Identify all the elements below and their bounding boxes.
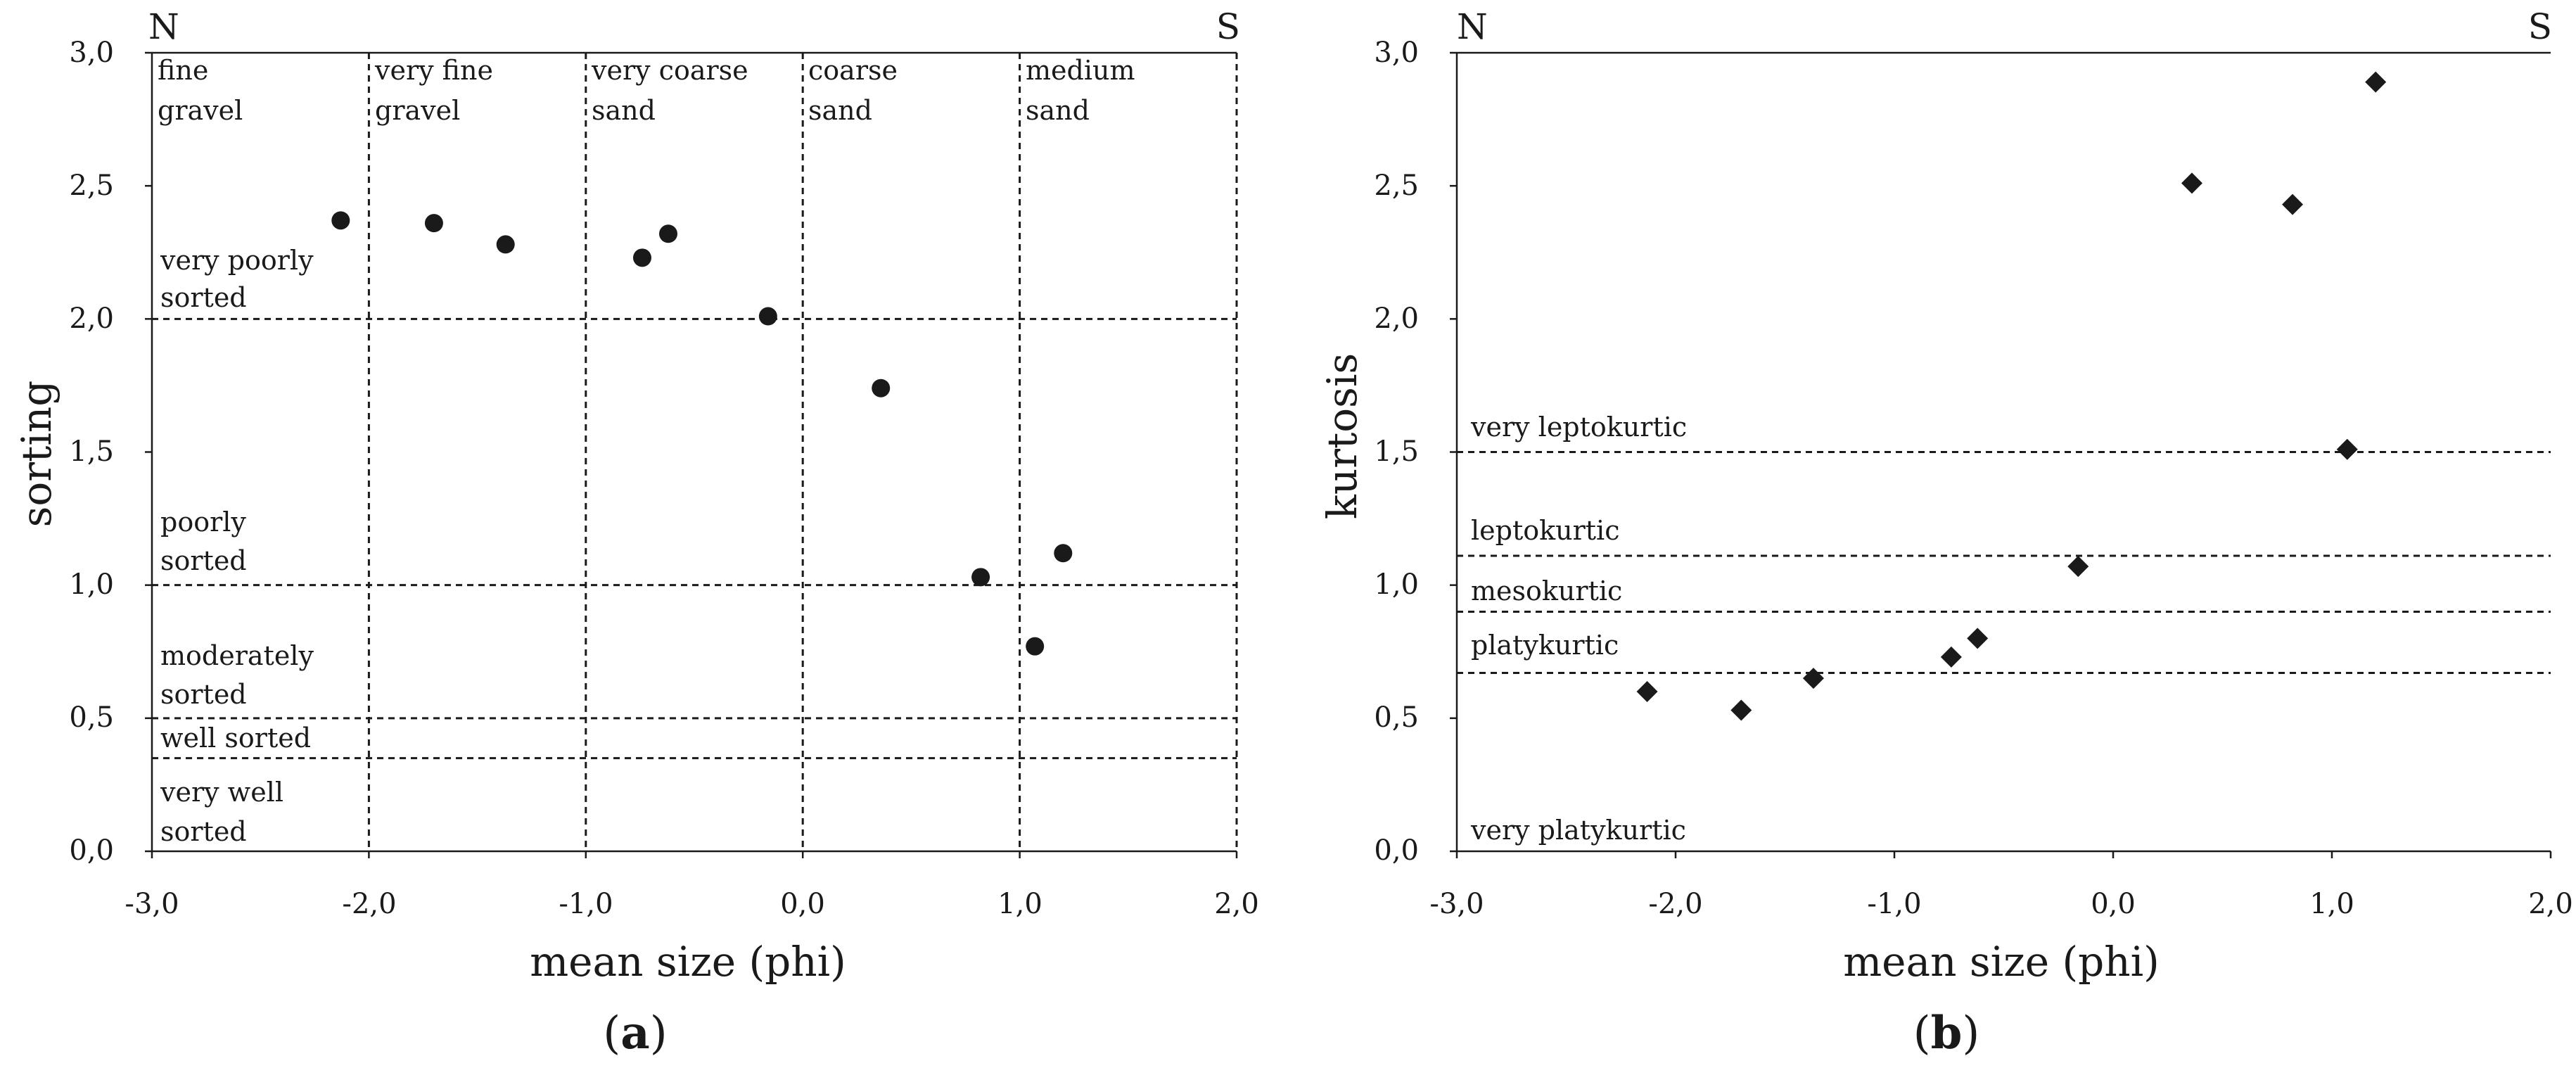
panel-a-class-boundary-lines: [145, 51, 1238, 858]
a-sorting-class-label: poorly: [160, 507, 246, 538]
panel-b-kurtosis-class-labels: very leptokurtic leptokurtic mesokurtic …: [1470, 412, 1687, 846]
a-data-point: [872, 379, 891, 397]
a-x-tick-label: 0,0: [780, 888, 825, 920]
b-x-tick-label: -3,0: [1429, 888, 1484, 920]
a-y-tick-label: 2,5: [69, 170, 114, 202]
panel-a-x-tick-labels: -3,0 -2,0 -1,0 0,0 1,0 2,0: [125, 888, 1258, 920]
a-size-class-label: gravel: [375, 95, 460, 126]
b-x-tick-label: -2,0: [1648, 888, 1702, 920]
a-y-tick-label: 0,0: [69, 834, 114, 867]
b-x-tick-label: 1,0: [2309, 888, 2354, 920]
a-sorting-class-label: moderately: [160, 640, 314, 671]
a-size-class-label: very coarse: [591, 55, 748, 86]
b-data-point: [1802, 668, 1824, 689]
panel-a-data-points: [331, 211, 1073, 656]
panel-a-sorting-chart: N S 3,0 2,5 2,0 1,5 1,0 0,5 0,0 -3,0 -2,…: [13, 6, 1259, 1060]
panel-b-letter: b: [1931, 1007, 1963, 1060]
a-x-tick-label: 1,0: [997, 888, 1042, 920]
a-size-class-label: sand: [592, 95, 656, 126]
a-size-class-label: coarse: [808, 55, 898, 86]
a-sorting-class-label: well sorted: [160, 723, 311, 753]
panel-a-size-class-labels: fine gravel very fine gravel very coarse…: [158, 55, 1135, 126]
panel-b-y-tick-labels: 3,0 2,5 2,0 1,5 1,0 0,5 0,0: [1374, 37, 1419, 867]
b-y-tick-label: 2,0: [1374, 303, 1419, 335]
b-x-tick-label: -1,0: [1867, 888, 1921, 920]
b-y-tick-label: 0,5: [1374, 701, 1419, 734]
panel-b-label: (b): [1913, 1007, 1980, 1060]
panel-b-north-label: N: [1457, 6, 1488, 47]
a-y-tick-label: 1,0: [69, 568, 114, 601]
b-y-tick-label: 0,0: [1374, 834, 1419, 867]
a-data-point: [1054, 544, 1073, 563]
a-data-point: [424, 214, 443, 233]
a-data-point: [971, 568, 990, 587]
b-kurtosis-class-label: mesokurtic: [1471, 575, 1622, 606]
b-data-point: [2181, 172, 2202, 194]
b-data-point: [2282, 193, 2304, 215]
a-y-tick-label: 0,5: [69, 701, 114, 734]
a-sorting-class-label: sorted: [160, 816, 247, 847]
a-y-tick-label: 1,5: [69, 435, 114, 468]
b-x-tick-label: 2,0: [2528, 888, 2573, 920]
a-sorting-class-label: sorted: [160, 282, 247, 313]
a-data-point: [496, 235, 515, 254]
b-kurtosis-class-label: leptokurtic: [1471, 515, 1620, 546]
panel-a-label: (a): [603, 1007, 667, 1060]
panel-a-y-axis-title: sorting: [13, 381, 60, 528]
panel-b-class-boundary-lines: [1450, 51, 2552, 858]
a-sorting-class-label: sorted: [160, 545, 247, 576]
b-data-point: [2365, 71, 2387, 93]
a-sorting-class-label: sorted: [160, 679, 247, 710]
panel-b-kurtosis-chart: N S 3,0 2,5 2,0 1,5 1,0 0,5 0,0 -3,0 -2,…: [1318, 6, 2573, 1060]
panel-b-data-points: [1636, 71, 2387, 721]
a-size-class-label: very fine: [374, 55, 493, 86]
a-data-point: [658, 224, 677, 243]
panel-b-south-label: S: [2528, 6, 2552, 47]
b-y-tick-label: 1,5: [1374, 435, 1419, 468]
a-size-class-label: sand: [1026, 95, 1090, 126]
b-x-tick-label: 0,0: [2091, 888, 2136, 920]
a-sorting-class-label: very poorly: [160, 245, 314, 276]
a-data-point: [758, 307, 777, 326]
a-size-class-label: fine: [158, 55, 208, 86]
panel-b-x-tick-labels: -3,0 -2,0 -1,0 0,0 1,0 2,0: [1429, 888, 2572, 920]
a-x-tick-label: -2,0: [342, 888, 396, 920]
b-y-tick-label: 3,0: [1374, 37, 1419, 69]
a-y-tick-label: 3,0: [69, 37, 114, 69]
a-size-class-label: sand: [808, 95, 872, 126]
b-data-point: [2067, 556, 2089, 578]
a-sorting-class-label: very well: [160, 777, 283, 808]
panel-a-north-label: N: [148, 6, 179, 47]
b-data-point: [1730, 699, 1752, 721]
b-data-point: [1967, 628, 1989, 649]
a-x-tick-label: -1,0: [559, 888, 613, 920]
b-y-tick-label: 1,0: [1374, 568, 1419, 601]
a-data-point: [331, 211, 350, 230]
panel-b-y-axis-title: kurtosis: [1318, 353, 1366, 520]
a-data-point: [632, 248, 651, 267]
b-kurtosis-class-label: very leptokurtic: [1470, 412, 1687, 443]
a-size-class-label: medium: [1026, 55, 1135, 86]
b-kurtosis-class-label: platykurtic: [1471, 630, 1619, 661]
a-data-point: [1026, 637, 1045, 656]
panel-a-x-axis-title: mean size (phi): [530, 938, 846, 986]
b-kurtosis-class-label: very platykurtic: [1470, 815, 1686, 846]
b-data-point: [1636, 681, 1658, 702]
panel-a-y-tick-labels: 3,0 2,5 2,0 1,5 1,0 0,5 0,0: [69, 37, 114, 867]
panel-b-x-axis-title: mean size (phi): [1843, 938, 2160, 986]
b-data-point: [2336, 438, 2358, 460]
a-x-tick-label: 2,0: [1214, 888, 1259, 920]
b-data-point: [1940, 646, 1962, 668]
panel-a-letter: a: [620, 1007, 649, 1060]
b-y-tick-label: 2,5: [1374, 170, 1419, 202]
panel-a-sorting-class-labels: very poorly sorted poorly sorted moderat…: [160, 245, 314, 847]
a-y-tick-label: 2,0: [69, 303, 114, 335]
a-size-class-label: gravel: [158, 95, 243, 126]
a-x-tick-label: -3,0: [125, 888, 179, 920]
panel-a-south-label: S: [1216, 6, 1240, 47]
